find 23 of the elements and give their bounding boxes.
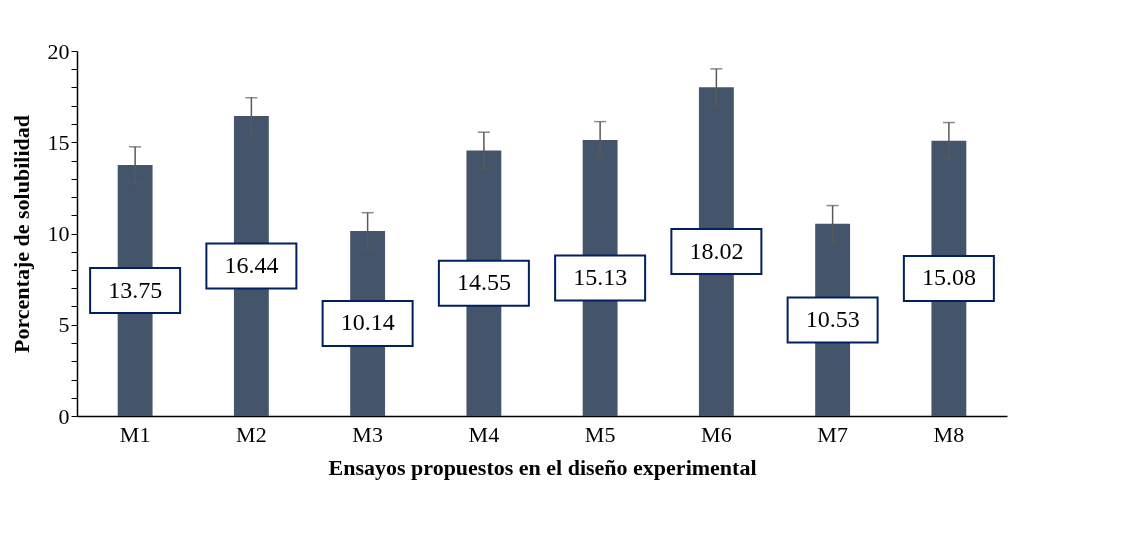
data-label: 14.55 (456, 269, 511, 296)
x-tick-label: M3 (352, 421, 383, 447)
x-tick-label: M4 (468, 421, 500, 447)
y-tick-label: 0 (58, 403, 70, 429)
y-tick-label: 5 (58, 312, 70, 338)
y-tick-label: 20 (47, 38, 70, 64)
data-label: 18.02 (689, 237, 744, 264)
data-label: 10.14 (340, 309, 395, 336)
x-tick-label: M7 (817, 421, 848, 447)
data-label: 13.75 (108, 276, 163, 303)
x-tick-label: M1 (119, 421, 151, 447)
x-axis-title: Ensayos propuestos en el diseño experimental (328, 454, 757, 480)
x-tick-label: M8 (933, 421, 965, 447)
y-axis-title: Porcentaje de solubilidad (8, 115, 34, 353)
data-label: 16.44 (224, 251, 279, 278)
y-tick-label: 15 (47, 129, 70, 155)
data-label: 15.13 (573, 263, 628, 290)
x-tick-label: M2 (236, 421, 267, 447)
data-label: 15.08 (921, 264, 976, 291)
x-tick-label: M5 (584, 421, 616, 447)
y-tick-label: 10 (47, 221, 70, 246)
data-label: 10.53 (805, 305, 860, 332)
x-tick-label: M6 (701, 421, 732, 447)
